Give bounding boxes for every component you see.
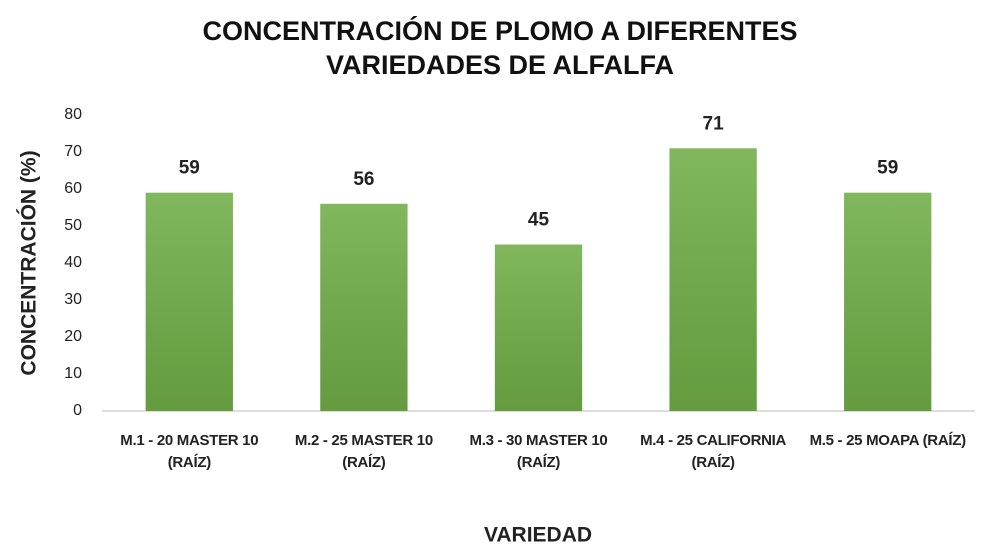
y-tick-label: 40 bbox=[64, 254, 82, 271]
data-label: 56 bbox=[353, 169, 374, 190]
y-tick-label: 30 bbox=[64, 291, 82, 308]
y-tick-label: 20 bbox=[64, 328, 82, 345]
y-tick-label: 0 bbox=[73, 402, 82, 419]
bar-shade bbox=[669, 148, 757, 412]
chart-title: CONCENTRACIÓN DE PLOMO A DIFERENTES VARI… bbox=[202, 16, 798, 80]
y-axis-label: CONCENTRACIÓN (%) bbox=[17, 150, 41, 375]
y-tick-label: 70 bbox=[64, 143, 82, 160]
y-tick-label: 60 bbox=[64, 180, 82, 197]
x-tick-label: M.2 - 25 MASTER 10 (RAÍZ) bbox=[294, 432, 433, 471]
x-tick-label: M.1 - 20 MASTER 10 (RAÍZ) bbox=[120, 432, 259, 471]
bar-shade bbox=[145, 192, 233, 411]
bar-shade bbox=[494, 244, 583, 411]
data-label: 71 bbox=[703, 113, 725, 134]
bar-shade bbox=[844, 192, 932, 411]
bar-shade bbox=[320, 203, 408, 411]
y-tick-label: 80 bbox=[64, 106, 82, 123]
x-tick-label: M.3 - 30 MASTER 10 (RAÍZ) bbox=[469, 432, 608, 471]
x-tick-label: M.5 - 25 MOAPA (RAÍZ) bbox=[809, 432, 967, 449]
y-tick-label: 50 bbox=[64, 217, 82, 234]
x-tick-label: M.4 - 25 CALIFORNIA (RAÍZ) bbox=[640, 432, 787, 471]
x-axis-label: VARIEDAD bbox=[484, 524, 592, 547]
y-tick-label: 10 bbox=[64, 365, 82, 382]
data-label: 59 bbox=[179, 158, 200, 179]
data-label: 45 bbox=[528, 210, 550, 231]
data-label: 59 bbox=[877, 158, 898, 179]
